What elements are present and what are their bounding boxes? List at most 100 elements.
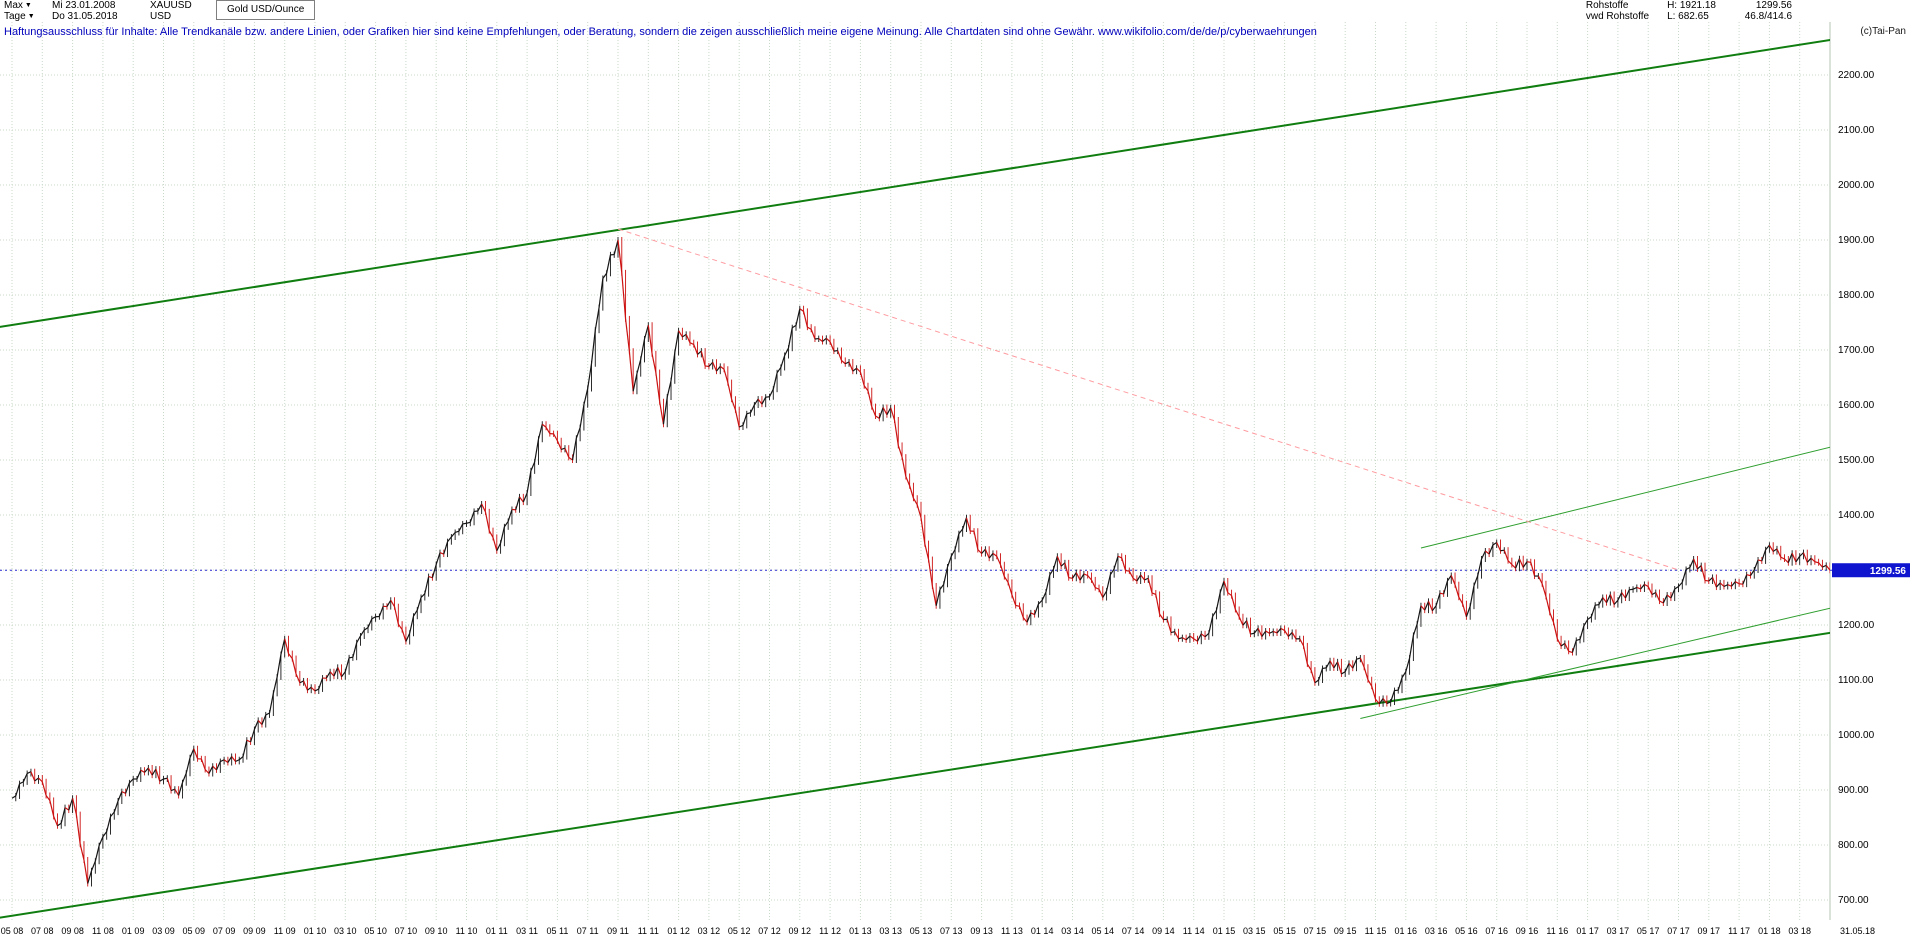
svg-text:03 15: 03 15 — [1243, 926, 1266, 936]
svg-text:700.00: 700.00 — [1838, 895, 1869, 906]
svg-text:05 12: 05 12 — [728, 926, 751, 936]
svg-text:05 14: 05 14 — [1092, 926, 1115, 936]
svg-text:1400.00: 1400.00 — [1838, 510, 1875, 521]
chevron-down-icon: ▼ — [27, 13, 35, 20]
instrument-title-box: Gold USD/Ounce — [216, 0, 316, 20]
svg-text:03 17: 03 17 — [1607, 926, 1630, 936]
svg-text:09 14: 09 14 — [1152, 926, 1175, 936]
toolbar-right: Rohstoffe H: 1921.18 1299.56 vwd Rohstof… — [1586, 0, 1912, 22]
svg-text:1700.00: 1700.00 — [1838, 345, 1875, 356]
svg-text:11 14: 11 14 — [1183, 926, 1205, 936]
period-dropdown[interactable]: Tage ▼ — [4, 11, 46, 22]
svg-text:11 12: 11 12 — [819, 926, 841, 936]
svg-text:03 16: 03 16 — [1425, 926, 1448, 936]
range-dropdown-label: Max — [4, 0, 23, 11]
symbol-label: XAUUSD — [150, 0, 192, 11]
category-label: Rohstoffe — [1585, 0, 1629, 11]
svg-text:07 16: 07 16 — [1485, 926, 1508, 936]
svg-text:07 08: 07 08 — [31, 926, 54, 936]
svg-text:05 16: 05 16 — [1455, 926, 1478, 936]
last-price-value: 1299.56 — [1755, 0, 1792, 11]
svg-text:09 10: 09 10 — [425, 926, 448, 936]
svg-text:05 08: 05 08 — [1, 926, 24, 936]
toolbar-left: Max ▼ Mi 23.01.2008 XAUUSD Tage ▼ Do 31.05… — [0, 0, 316, 22]
svg-text:1000.00: 1000.00 — [1838, 730, 1875, 741]
svg-text:2100.00: 2100.00 — [1838, 125, 1875, 136]
low-value: L: 682.65 — [1667, 11, 1709, 22]
svg-text:03 09: 03 09 — [152, 926, 175, 936]
svg-text:05 15: 05 15 — [1273, 926, 1296, 936]
currency-label: USD — [150, 11, 172, 22]
svg-text:1299.56: 1299.56 — [1870, 566, 1907, 577]
svg-text:09 16: 09 16 — [1516, 926, 1539, 936]
svg-text:1100.00: 1100.00 — [1838, 675, 1874, 686]
svg-text:31.05.18: 31.05.18 — [1840, 926, 1875, 936]
svg-text:03 11: 03 11 — [516, 926, 538, 936]
high-value: H: 1921.18 — [1667, 0, 1716, 11]
svg-text:01 12: 01 12 — [667, 926, 690, 936]
svg-text:07 14: 07 14 — [1122, 926, 1145, 936]
svg-text:09 13: 09 13 — [970, 926, 993, 936]
svg-text:07 15: 07 15 — [1304, 926, 1327, 936]
range-dropdown[interactable]: Max ▼ — [4, 0, 46, 11]
svg-text:11 10: 11 10 — [456, 926, 478, 936]
svg-text:05 11: 05 11 — [546, 926, 568, 936]
svg-text:01 17: 01 17 — [1576, 926, 1599, 936]
svg-text:03 10: 03 10 — [334, 926, 357, 936]
svg-text:09 17: 09 17 — [1698, 926, 1721, 936]
svg-text:11 15: 11 15 — [1365, 926, 1387, 936]
provider-label: vwd Rohstoffe — [1585, 11, 1650, 22]
svg-text:11 16: 11 16 — [1546, 926, 1568, 936]
svg-text:05 17: 05 17 — [1637, 926, 1660, 936]
svg-text:11 08: 11 08 — [92, 926, 114, 936]
toolbar: Max ▼ Mi 23.01.2008 XAUUSD Tage ▼ Do 31.05… — [0, 0, 1912, 22]
copyright-label: (c)Tai-Pan — [1860, 26, 1906, 37]
svg-text:01 11: 01 11 — [486, 926, 508, 936]
svg-text:01 15: 01 15 — [1213, 926, 1236, 936]
svg-text:01 16: 01 16 — [1395, 926, 1418, 936]
svg-text:07 13: 07 13 — [940, 926, 963, 936]
svg-text:2000.00: 2000.00 — [1838, 180, 1875, 191]
svg-text:03 13: 03 13 — [879, 926, 902, 936]
svg-text:1200.00: 1200.00 — [1838, 620, 1875, 631]
svg-text:03 14: 03 14 — [1061, 926, 1084, 936]
price-chart-canvas[interactable]: 700.00 800.00 900.00 1000.00 1100.00 1200.00 1… — [0, 22, 1912, 952]
svg-text:01 18: 01 18 — [1758, 926, 1781, 936]
svg-text:09 15: 09 15 — [1334, 926, 1357, 936]
svg-text:1600.00: 1600.00 — [1838, 400, 1875, 411]
svg-text:1800.00: 1800.00 — [1838, 290, 1875, 301]
svg-text:1500.00: 1500.00 — [1838, 455, 1875, 466]
svg-text:07 17: 07 17 — [1667, 926, 1690, 936]
svg-text:800.00: 800.00 — [1838, 840, 1869, 851]
svg-text:07 12: 07 12 — [758, 926, 781, 936]
range-stat-value: 46.8/414.6 — [1744, 11, 1792, 22]
svg-text:2200.00: 2200.00 — [1838, 70, 1875, 81]
disclaimer-text: Haftungsausschluss für Inhalte: Alle Tre… — [4, 26, 1317, 38]
svg-text:01 09: 01 09 — [122, 926, 145, 936]
svg-text:03 12: 03 12 — [698, 926, 721, 936]
svg-text:09 09: 09 09 — [243, 926, 266, 936]
chart-settings: Max ▼ Mi 23.01.2008 XAUUSD Tage ▼ Do 31.05… — [4, 0, 208, 22]
svg-text:09 12: 09 12 — [789, 926, 812, 936]
start-date: Mi 23.01.2008 — [52, 0, 116, 11]
svg-text:11 13: 11 13 — [1001, 926, 1023, 936]
svg-text:09 11: 09 11 — [607, 926, 629, 936]
svg-text:05 10: 05 10 — [364, 926, 387, 936]
chart-area[interactable]: 700.00 800.00 900.00 1000.00 1100.00 1200.00 1… — [0, 22, 1912, 952]
svg-text:09 08: 09 08 — [61, 926, 84, 936]
end-date: Do 31.05.2018 — [52, 11, 118, 22]
svg-text:07 10: 07 10 — [395, 926, 418, 936]
chevron-down-icon: ▼ — [24, 2, 32, 9]
svg-text:01 13: 01 13 — [849, 926, 872, 936]
svg-text:03 18: 03 18 — [1788, 926, 1811, 936]
svg-text:07 11: 07 11 — [577, 926, 599, 936]
svg-text:01 14: 01 14 — [1031, 926, 1054, 936]
svg-text:1900.00: 1900.00 — [1838, 235, 1875, 246]
svg-text:01 10: 01 10 — [304, 926, 327, 936]
svg-text:11 11: 11 11 — [638, 926, 659, 936]
svg-text:05 13: 05 13 — [910, 926, 933, 936]
svg-text:07 09: 07 09 — [213, 926, 236, 936]
period-dropdown-label: Tage — [4, 11, 26, 22]
svg-text:11 09: 11 09 — [274, 926, 296, 936]
svg-text:11 17: 11 17 — [1728, 926, 1750, 936]
